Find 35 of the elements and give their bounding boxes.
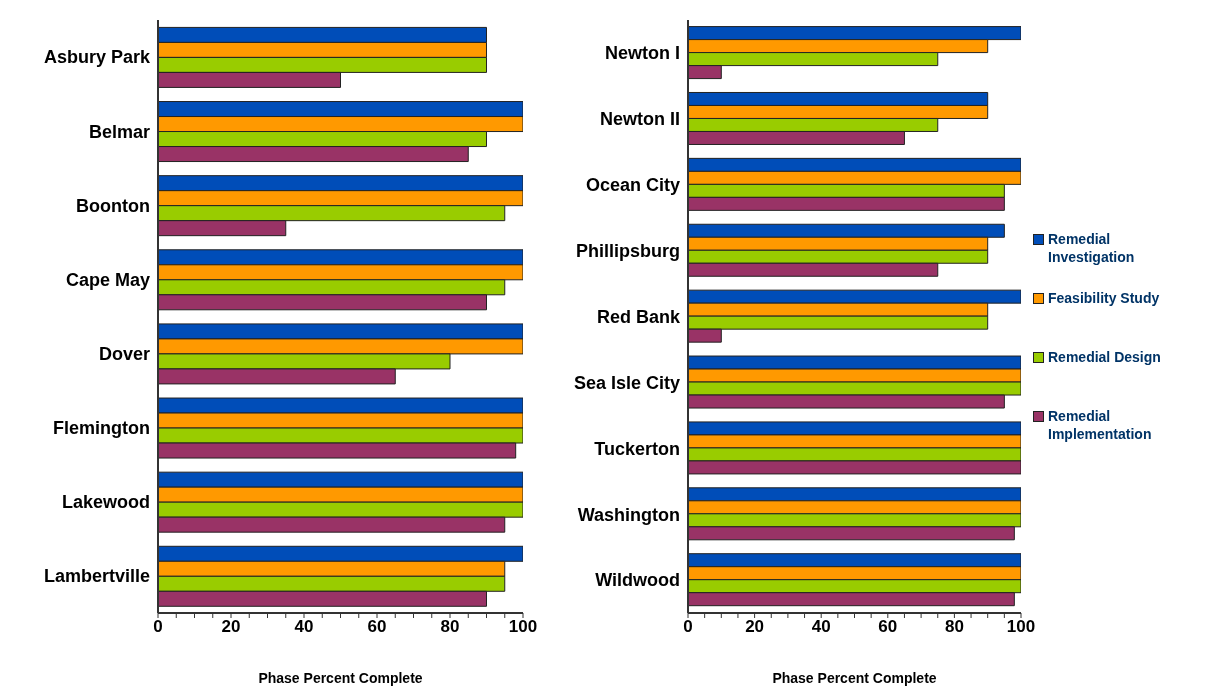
y-tick-label: Asbury Park xyxy=(43,47,151,68)
x-tick-label: 0 xyxy=(683,617,693,637)
x-tick-label: 20 xyxy=(745,617,765,637)
x-tick-label: 40 xyxy=(811,617,831,637)
legend-label: Remedial Implementation xyxy=(1048,407,1153,443)
x-tick-label: 0 xyxy=(153,617,163,637)
x-tick-label: 20 xyxy=(221,617,241,637)
y-tick-label: Tuckerton xyxy=(594,438,680,459)
y-tick-label: Newton II xyxy=(600,109,680,130)
y-tick-label: Dover xyxy=(98,343,150,364)
y-tick-label: Ocean City xyxy=(585,175,680,196)
x-axis-title: Phase Percent Complete xyxy=(772,670,937,686)
y-tick-label: Red Bank xyxy=(596,306,681,327)
legend-label: Feasibility Study xyxy=(1048,289,1160,307)
y-tick-label: Boonton xyxy=(76,195,150,216)
x-tick-label: 60 xyxy=(878,617,898,637)
y-tick-label: Sea Isle City xyxy=(573,372,680,393)
legend-label: Remedial Investigation xyxy=(1048,230,1136,266)
legend-label: Remedial Design xyxy=(1048,348,1161,366)
y-tick-label: Phillipsburg xyxy=(575,241,680,261)
y-tick-label: Lambertville xyxy=(43,566,150,587)
y-tick-label: Lakewood xyxy=(61,492,150,513)
x-tick-label: 100 xyxy=(508,617,538,637)
y-tick-label: Wildwood xyxy=(595,570,680,591)
x-tick-label: 80 xyxy=(440,617,460,637)
x-axis-title: Phase Percent Complete xyxy=(258,670,423,686)
x-tick-label: 100 xyxy=(1006,617,1036,637)
y-tick-label: Cape May xyxy=(65,269,150,290)
x-tick-label: 80 xyxy=(944,617,964,637)
y-tick-label: Flemington xyxy=(53,418,150,439)
x-tick-label: 40 xyxy=(294,617,314,637)
y-tick-label: Belmar xyxy=(88,121,150,142)
y-tick-label: Washington xyxy=(577,504,680,525)
x-tick-label: 60 xyxy=(367,617,387,637)
y-tick-label: Newton I xyxy=(605,43,680,64)
